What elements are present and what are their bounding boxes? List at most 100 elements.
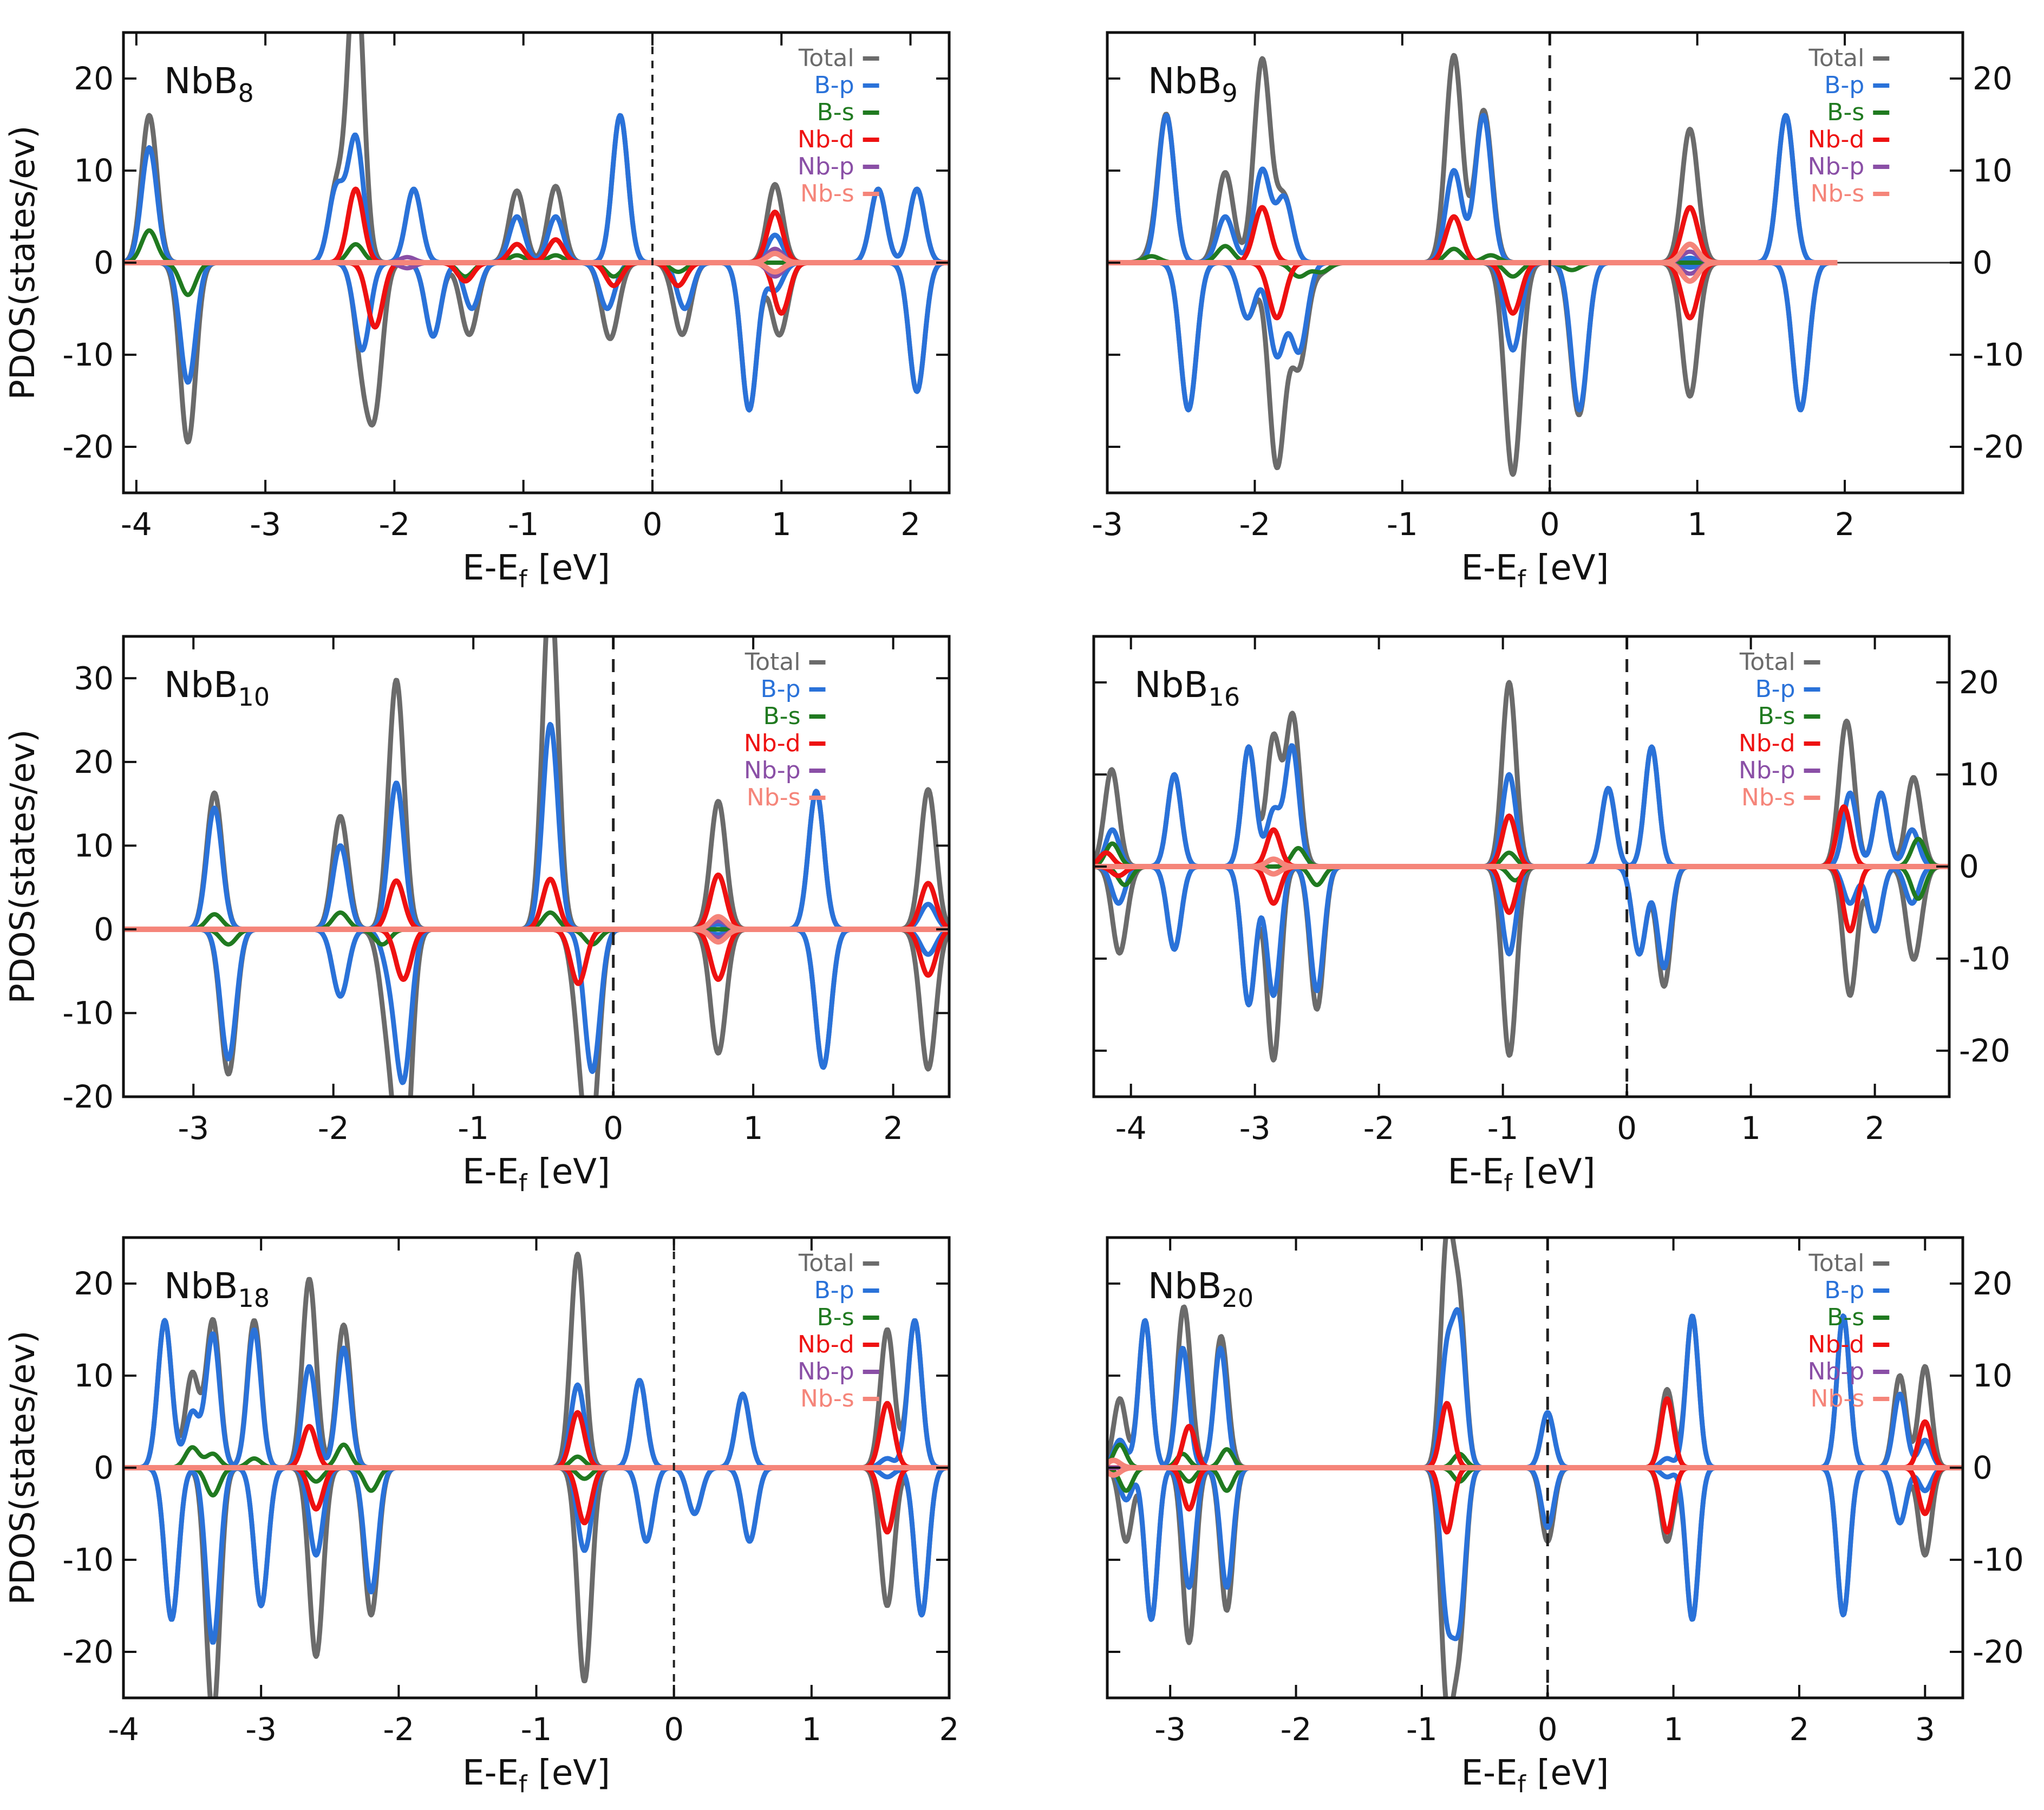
x-tick-label: 0 <box>1617 1110 1637 1147</box>
y-tick-label: 10 <box>74 827 114 864</box>
legend-label: Nb-p <box>744 757 801 784</box>
series-line-nbs-spin-down <box>1107 260 1839 284</box>
legend-label: Nb-s <box>800 180 854 207</box>
x-tick-label: -1 <box>1387 506 1418 543</box>
x-tick-label: 2 <box>1789 1711 1809 1748</box>
x-tick-label: -3 <box>1239 1110 1271 1147</box>
legend-label: B-s <box>1827 1304 1864 1331</box>
x-tick-label: -3 <box>1092 506 1123 543</box>
y-axis-label: PDOS(states/ev) <box>3 730 42 1004</box>
legend-label: B-p <box>1824 1277 1864 1304</box>
y-tick-label: -20 <box>1973 428 2024 465</box>
x-tick-label: -1 <box>1487 1110 1519 1147</box>
panel-title: NbB20 <box>1148 1265 1253 1313</box>
legend-label: Nb-p <box>1808 1358 1865 1385</box>
y-axis-label: PDOS(states/ev) <box>3 126 42 400</box>
x-tick-label: 1 <box>801 1711 821 1748</box>
legend-label: B-s <box>1758 702 1795 730</box>
x-axis-label: E-Ef [eV] <box>1448 1152 1596 1197</box>
x-tick-label: 0 <box>664 1711 684 1748</box>
legend-label: Nb-p <box>1739 757 1795 784</box>
y-tick-label: 10 <box>1959 756 1999 793</box>
y-tick-label: -20 <box>62 1633 114 1670</box>
y-tick-label: -10 <box>62 336 114 373</box>
x-tick-label: -1 <box>521 1711 552 1748</box>
legend-label: B-p <box>1824 71 1864 99</box>
y-tick-label: 0 <box>1973 1449 1993 1486</box>
y-tick-label: -10 <box>1973 1541 2024 1578</box>
x-tick-label: -1 <box>1406 1711 1438 1748</box>
x-tick-label: -2 <box>1281 1711 1312 1748</box>
plot-area <box>123 1252 949 1698</box>
y-tick-label: 0 <box>94 244 114 281</box>
x-tick-label: 1 <box>743 1110 763 1147</box>
legend-label: Nb-s <box>1811 1385 1865 1412</box>
y-tick-label: -20 <box>1959 1032 2010 1069</box>
y-tick-label: -10 <box>62 994 114 1031</box>
y-tick-label: -20 <box>62 428 114 465</box>
legend-label: Total <box>798 44 854 72</box>
x-axis-label: E-Ef [eV] <box>462 548 610 593</box>
y-tick-label: 0 <box>94 1449 114 1486</box>
legend-label: Total <box>1808 1249 1865 1277</box>
y-tick-label: -20 <box>1973 1633 2024 1670</box>
x-tick-label: -4 <box>1115 1110 1147 1147</box>
plot-area <box>1107 53 1963 477</box>
x-tick-label: 2 <box>1865 1110 1885 1147</box>
x-tick-label: 2 <box>939 1711 959 1748</box>
x-tick-label: 0 <box>1540 506 1560 543</box>
legend-label: B-s <box>817 99 854 126</box>
x-axis-label: E-Ef [eV] <box>1461 548 1609 593</box>
x-tick-label: -2 <box>378 506 410 543</box>
panel-title: NbB16 <box>1134 664 1240 712</box>
x-axis-label: E-Ef [eV] <box>1461 1753 1609 1798</box>
y-tick-label: 20 <box>74 744 114 780</box>
legend-label: Nb-s <box>1741 784 1795 811</box>
x-tick-label: 0 <box>1538 1711 1558 1748</box>
series-line-nbs-spin-down <box>123 926 949 945</box>
legend-label: Nb-s <box>1811 180 1865 207</box>
y-tick-label: -10 <box>1959 940 2010 977</box>
y-tick-label: -10 <box>62 1541 114 1578</box>
y-tick-label: -10 <box>1973 336 2024 373</box>
legend-label: Nb-d <box>798 1331 854 1358</box>
x-tick-label: 3 <box>1915 1711 1935 1748</box>
y-tick-label: 20 <box>74 1265 114 1302</box>
y-tick-label: 20 <box>1973 60 2013 97</box>
legend-label: B-p <box>761 675 801 703</box>
legend-label: Nb-p <box>798 1358 854 1385</box>
legend-label: Total <box>745 648 801 676</box>
legend-label: B-s <box>763 702 801 730</box>
plot-frame <box>122 635 951 1098</box>
legend-label: Nb-d <box>1808 1331 1865 1358</box>
legend-label: B-s <box>1827 99 1864 126</box>
x-tick-label: -1 <box>508 506 539 543</box>
x-tick-label: -3 <box>1154 1711 1186 1748</box>
x-axis-label: E-Ef [eV] <box>462 1152 610 1197</box>
y-tick-label: -20 <box>62 1078 114 1115</box>
plot-area <box>1094 680 1949 1063</box>
legend-label: Nb-d <box>1739 730 1795 757</box>
x-tick-label: 0 <box>603 1110 623 1147</box>
x-tick-label: 1 <box>1663 1711 1683 1748</box>
y-tick-label: 20 <box>74 60 114 97</box>
y-tick-label: 0 <box>1973 244 1993 281</box>
x-tick-label: -2 <box>383 1711 414 1748</box>
x-tick-label: -2 <box>318 1110 349 1147</box>
x-tick-label: -3 <box>250 506 281 543</box>
plot-area <box>123 32 949 445</box>
panel-title: NbB9 <box>1148 60 1238 108</box>
panel-title: NbB10 <box>164 664 270 712</box>
legend-label: Nb-d <box>744 730 801 757</box>
x-tick-label: -3 <box>245 1711 277 1748</box>
legend-label: Nb-s <box>747 784 801 811</box>
